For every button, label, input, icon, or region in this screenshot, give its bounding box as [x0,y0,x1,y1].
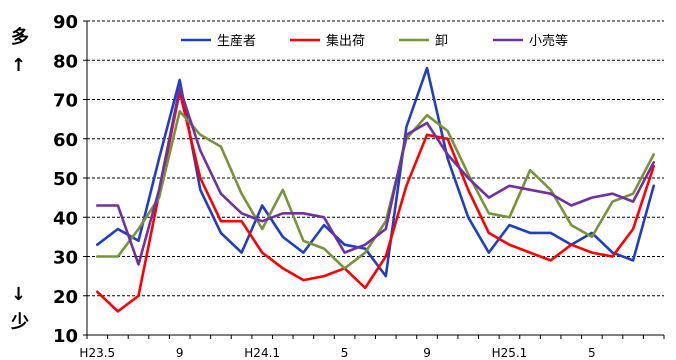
y-axis-bottom-label: 少 [10,312,29,333]
x-tick-8: H24.1 [244,346,280,360]
y-tick-10: 10 [53,326,78,347]
y-tick-40: 40 [53,208,78,229]
y-tick-90: 90 [53,12,78,33]
legend: 生産者 集出荷 卸 小売等 [181,33,568,49]
gridlines [87,20,664,297]
x-tick-20: H25.1 [492,346,528,360]
y-tick-70: 70 [53,91,78,112]
axes [83,20,665,339]
y-tick-labels: 10 20 30 40 50 60 70 80 90 [53,12,78,347]
y-tick-20: 20 [53,287,78,308]
y-axis-top-label: 多 [11,26,29,48]
y-tick-60: 60 [53,130,78,151]
y-axis-bottom-arrow: ↓ [11,284,26,305]
x-tick-16: 9 [423,346,431,360]
series-line-2 [96,90,656,313]
y-axis-top-arrow: ↑ [11,55,26,76]
series-lines [96,66,656,313]
y-tick-30: 30 [53,248,78,269]
x-tick-labels: H23.5 9 H24.1 5 9 H25.1 5 [79,346,595,360]
legend-label-4: 小売等 [529,33,568,49]
series-line-4 [96,86,656,266]
y-tick-50: 50 [53,169,78,190]
legend-label-1: 生産者 [217,33,256,49]
y-tick-80: 80 [53,51,78,72]
legend-label-2: 集出荷 [326,33,365,49]
x-tick-12: 5 [341,346,349,360]
x-tick-0: H23.5 [79,346,115,360]
x-tick-24: 5 [588,346,596,360]
x-tick-4: 9 [176,346,184,360]
legend-label-3: 卸 [435,33,448,49]
